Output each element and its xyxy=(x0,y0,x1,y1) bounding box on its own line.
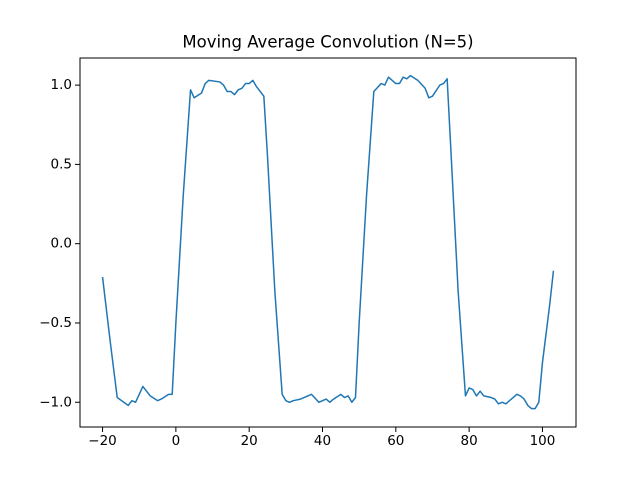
x-tick-label: −20 xyxy=(88,433,117,449)
x-tick-label: 0 xyxy=(172,433,181,449)
axes-frame xyxy=(79,57,577,428)
y-tick-label: 0.0 xyxy=(51,236,72,252)
data-line xyxy=(101,74,555,410)
y-tick-label: −1.0 xyxy=(39,394,72,410)
x-tick-label: 20 xyxy=(241,433,258,449)
chart-title: Moving Average Convolution (N=5) xyxy=(182,33,473,52)
y-tick-label: −0.5 xyxy=(39,315,72,331)
x-tick-label: 60 xyxy=(387,433,404,449)
x-tick-label: 100 xyxy=(530,433,556,449)
y-tick-label: 0.5 xyxy=(51,156,72,172)
x-tick-label: 40 xyxy=(314,433,331,449)
y-tick-label: 1.0 xyxy=(51,77,72,93)
x-tick-label: 80 xyxy=(461,433,478,449)
